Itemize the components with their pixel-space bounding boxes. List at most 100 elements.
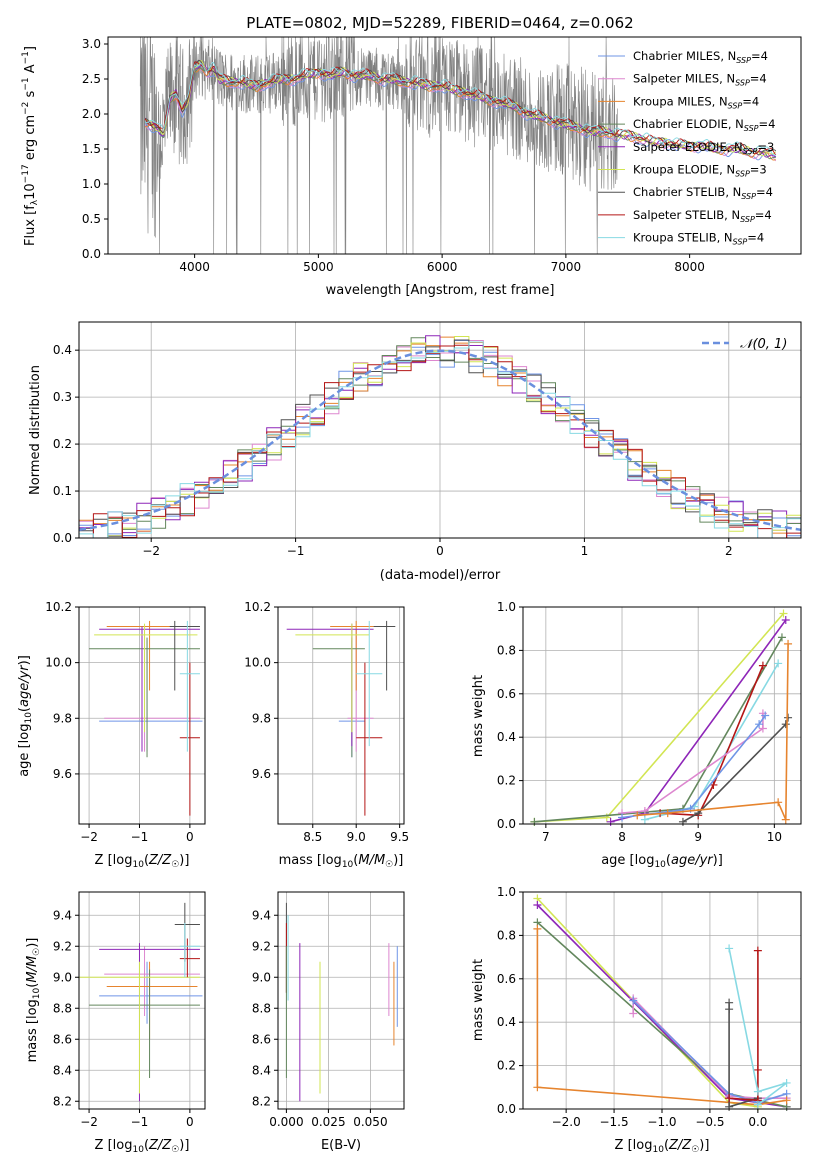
- series-ChabrierMILES: [632, 999, 787, 1104]
- legend: Chabrier MILES, NSSP=4 Salpeter MILES, NS…: [598, 49, 775, 247]
- y-tick-label: 9.8: [252, 711, 271, 725]
- point-SalpeterSTELIB: [753, 946, 762, 955]
- y-tick-label: 0.4: [497, 730, 516, 744]
- y-tick-label: 0.3: [53, 390, 72, 404]
- y-tick-label: 9.4: [53, 908, 72, 922]
- x-tick-label: −2: [142, 544, 160, 558]
- x-tick-label: 0: [436, 544, 444, 558]
- legend-label: Kroupa MILES, NSSP=4: [633, 94, 759, 110]
- point-ChabrierELODIE: [777, 633, 786, 642]
- x-tick-label: 7: [542, 830, 550, 844]
- legend-label: Kroupa ELODIE, NSSP=3: [633, 163, 767, 179]
- series-SalpeterMILES: [621, 713, 764, 814]
- model-spectra: [144, 59, 777, 162]
- y-tick-label: 0.4: [53, 343, 72, 357]
- x-tick-label: 0: [186, 1115, 194, 1129]
- point-KroupaMILES: [774, 798, 783, 807]
- y-tick-label: 1.0: [497, 885, 516, 899]
- point-ChabrierSTELIB: [781, 720, 790, 729]
- y-tick-label: 0.6: [497, 687, 516, 701]
- point-KroupaMILES: [663, 809, 672, 818]
- y-tick-label: 9.0: [252, 970, 271, 984]
- point-ChabrierSTELIB: [784, 713, 793, 722]
- point-SalpeterMILES: [640, 806, 649, 815]
- x-tick-label: 10: [767, 830, 782, 844]
- panel-mass-vs-extinction: 0.000 0.025 0.050 8.2 8.4 8.6 8.8 9.0 9.2 9.4 E(B…: [252, 891, 405, 1153]
- point-SalpeterSTELIB: [753, 1065, 762, 1074]
- point-KroupaMILES: [533, 1083, 542, 1092]
- point-ChabrierMILES: [755, 720, 764, 729]
- x-tick-label: 8000: [674, 260, 705, 274]
- y-axis-label: mass weight: [471, 959, 486, 1041]
- y-tick-label: 10.0: [244, 656, 271, 670]
- x-tick-label: 0.0: [748, 1115, 767, 1129]
- x-tick-label: −2: [80, 1115, 98, 1129]
- series-SalpeterSTELIB: [729, 950, 759, 1102]
- x-tick-label: −1: [131, 1115, 149, 1129]
- y-tick-label: 0.2: [497, 1059, 516, 1073]
- y-tick-label: 2.0: [82, 107, 101, 121]
- point-KroupaMILES: [633, 811, 642, 820]
- point-KroupaELODIE: [779, 609, 788, 618]
- y-tick-label: 9.6: [252, 767, 271, 781]
- y-tick-label: 10.2: [45, 600, 72, 614]
- y-tick-label: 2.5: [82, 72, 101, 86]
- point-KroupaMILES: [784, 639, 793, 648]
- y-tick-label: 0.4: [497, 1015, 516, 1029]
- y-axis-label: Normed distribution: [28, 365, 43, 495]
- panel-residuals: −2 −1 0 1 2 0.0 0.1 0.2 0.3 0.4 (data-model)/erro…: [28, 321, 802, 583]
- y-tick-label: 9.6: [53, 767, 72, 781]
- legend-label: Chabrier STELIB, NSSP=4: [633, 185, 773, 201]
- point-KroupaMILES: [782, 1096, 791, 1105]
- model-line-KroupaSTELIB: [144, 62, 776, 156]
- x-axis-label: (data-model)/error: [380, 568, 501, 583]
- legend-label: Chabrier ELODIE, NSSP=4: [633, 117, 775, 133]
- y-tick-label: 0.2: [53, 437, 72, 451]
- point-SalpeterELODIE: [781, 616, 790, 625]
- point-SalpeterMILES: [758, 724, 767, 733]
- x-tick-label: 0.050: [353, 1115, 387, 1129]
- y-tick-label: 8.6: [53, 1032, 72, 1046]
- legend-label: Salpeter ELODIE, NSSP=3: [633, 140, 774, 156]
- spectrum-line: [139, 36, 618, 255]
- y-tick-label: 0.8: [497, 928, 516, 942]
- x-tick-label: 9.5: [390, 830, 409, 844]
- legend-label: Salpeter STELIB, NSSP=4: [633, 208, 772, 224]
- y-tick-label: 9.0: [53, 970, 72, 984]
- y-tick-label: 10.0: [45, 656, 72, 670]
- chart-title: PLATE=0802, MJD=52289, FIBERID=0464, z=0…: [246, 14, 633, 32]
- x-tick-label: −1.5: [599, 1115, 628, 1129]
- model-line-SalpeterSTELIB: [144, 61, 777, 156]
- y-tick-label: 8.2: [252, 1094, 271, 1108]
- x-axis-label: E(B-V): [321, 1138, 361, 1153]
- legend-label: 𝒩(0, 1): [740, 337, 787, 352]
- y-tick-label: 0.8: [497, 643, 516, 657]
- x-axis-label: Z [log10(Z/Z☉)]: [95, 1138, 190, 1155]
- panel-age-vs-metallicity: −2 −1 0 9.6 9.8 10.0 10.2 Z [log10(Z/Z☉)] age …: [17, 600, 206, 870]
- point-SalpeterMILES: [629, 1009, 638, 1018]
- y-tick-label: 9.4: [252, 908, 271, 922]
- x-tick-label: −2: [80, 830, 98, 844]
- x-tick-label: 0.025: [311, 1115, 345, 1129]
- y-axis-label: mass [log10(M/M☉)]: [25, 938, 42, 1063]
- y-tick-label: 0.0: [497, 1102, 516, 1116]
- y-tick-label: 3.0: [82, 37, 101, 51]
- point-SalpeterELODIE: [533, 901, 542, 910]
- point-ChabrierSTELIB: [725, 1005, 734, 1014]
- point-KroupaSTELIB: [782, 1078, 791, 1087]
- x-tick-label: 6000: [427, 260, 458, 274]
- y-tick-label: 0.5: [82, 212, 101, 226]
- point-ChabrierMILES: [618, 813, 627, 822]
- x-tick-label: −0.5: [695, 1115, 724, 1129]
- x-tick-label: 0.000: [269, 1115, 303, 1129]
- point-ChabrierMILES: [629, 996, 638, 1005]
- x-tick-label: 1: [581, 544, 589, 558]
- gaussian-curve: [78, 349, 802, 532]
- y-tick-label: 8.8: [252, 1001, 271, 1015]
- legend-label: Chabrier MILES, NSSP=4: [633, 49, 768, 65]
- point-ChabrierMILES: [761, 711, 770, 720]
- x-tick-label: 8.5: [303, 830, 322, 844]
- y-tick-label: 0.1: [53, 484, 72, 498]
- x-axis-label: mass [log10(M/M☉)]: [279, 853, 404, 870]
- panel-mass-vs-metallicity: −2 −1 0 8.2 8.4 8.6 8.8 9.0 9.2 9.4 Z [log10(Z/Z☉…: [25, 891, 206, 1155]
